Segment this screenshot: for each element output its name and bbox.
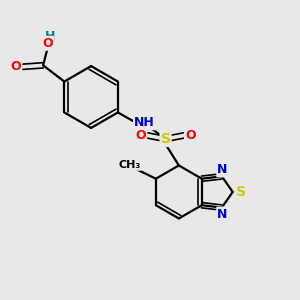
- Text: S: S: [236, 185, 246, 199]
- Text: O: O: [11, 60, 21, 73]
- Text: CH₃: CH₃: [118, 160, 140, 170]
- Text: O: O: [185, 129, 196, 142]
- Text: H: H: [45, 30, 55, 43]
- Text: N: N: [217, 208, 228, 220]
- Text: N: N: [217, 164, 228, 176]
- Text: O: O: [136, 129, 146, 142]
- Text: NH: NH: [134, 116, 155, 129]
- Text: S: S: [160, 132, 171, 146]
- Text: O: O: [43, 37, 53, 50]
